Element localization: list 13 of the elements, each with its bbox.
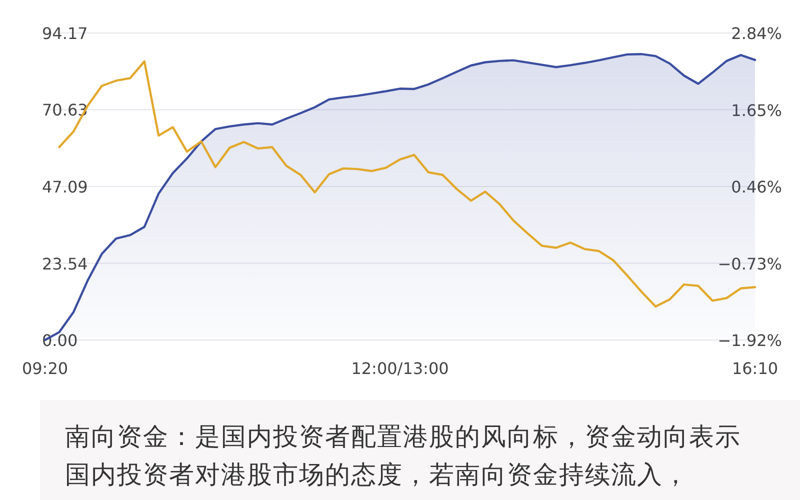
y-tick-label: 47.09 [42,177,88,196]
y-tick-label: 23.54 [42,254,88,274]
y-tick-label: 0.00 [42,331,78,350]
y2-tick-label: 0.46% [731,178,782,196]
x-tick-label: 12:00/13:00 [351,359,449,378]
y-tick-label: 94.17 [42,24,88,43]
x-tick-label: 09:20 [22,359,68,378]
y2-tick-label: −1.92% [718,331,782,350]
x-tick-label: 16:10 [732,359,778,378]
text: 南向资金：是国内投资者配置港股的风向标，资金动向表示国内投资者对港股市场的态度，若南向资金持续流入， [65,421,742,491]
y2-tick-label: −0.73% [718,254,782,274]
y2-tick-label: 1.65% [731,100,782,120]
y2-tick-label: 2.84% [731,24,782,43]
